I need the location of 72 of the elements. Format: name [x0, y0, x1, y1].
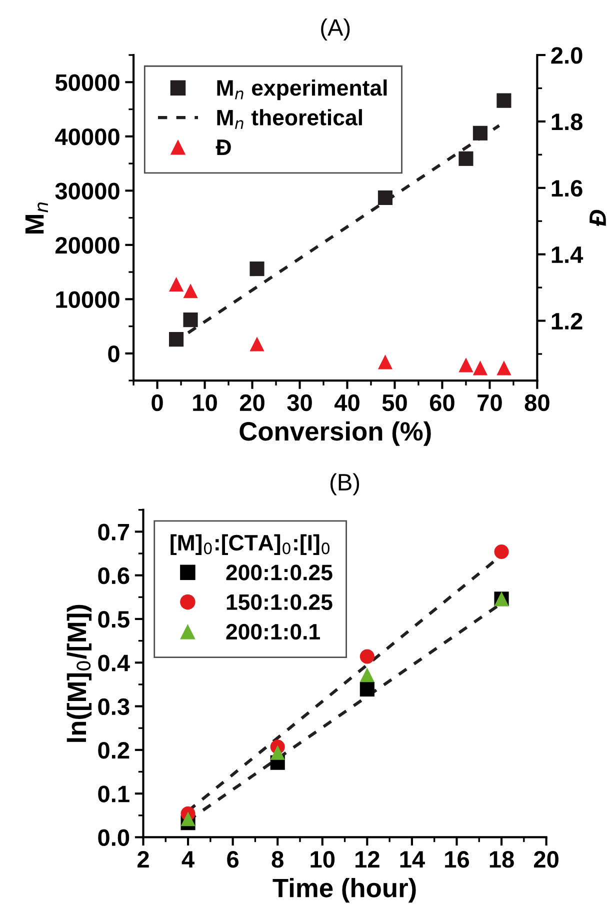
x-tick-label: 4: [182, 851, 194, 868]
y-tick-label: 20000: [56, 236, 120, 254]
legend-label: M$_{n}$ experimental: [217, 79, 387, 100]
x-tick-label: 20: [240, 394, 264, 412]
chart-title: (A): [321, 18, 350, 40]
x-tick-label: 30: [287, 394, 312, 412]
y2-tick-label: 2.0: [551, 47, 582, 64]
x-tick-label: 14: [400, 851, 425, 868]
legend-title: [M]$_{0}$:[CTA]$_{0}$:[I]$_{0}$: [170, 534, 330, 556]
x-tick-label: 8: [272, 851, 284, 868]
point: [168, 276, 184, 292]
y-tick-label: 10000: [56, 291, 120, 308]
point: [496, 360, 512, 376]
point: [378, 354, 393, 370]
x-tick-label: 10: [310, 851, 335, 868]
y-tick-label: 0.7: [98, 524, 130, 540]
x-tick-label: 70: [478, 394, 502, 412]
legend-label: 150:1:0.25: [226, 594, 332, 610]
y-tick-label: 0: [108, 345, 120, 362]
x-tick-label: 6: [227, 851, 239, 868]
x-tick-label: 16: [445, 851, 470, 868]
point: [250, 336, 264, 352]
y-axis-title: M$_{n}$: [25, 202, 48, 234]
point: [168, 332, 184, 347]
legend-label: 200:1:0.1: [226, 624, 320, 640]
x-tick-label: 40: [334, 394, 360, 412]
y2-tick-label: 1.2: [552, 312, 582, 330]
point: [360, 649, 374, 664]
point: [360, 682, 374, 697]
y-tick-label: 0.3: [98, 698, 130, 716]
x-tick-label: 18: [490, 851, 514, 868]
x-tick-label: 20: [534, 851, 558, 868]
y2-tick-label: 1.4: [552, 246, 584, 263]
y-tick-label: 0.5: [98, 611, 130, 628]
y-tick-label: 0.6: [98, 567, 130, 584]
point: [250, 262, 264, 276]
y-tick-label: 0.2: [98, 742, 130, 759]
legend-label: Đ: [216, 140, 231, 155]
x-tick-label: 50: [382, 394, 407, 412]
x-axis-title: Conversion (%): [240, 421, 431, 446]
point: [183, 312, 198, 328]
x-tick-label: 12: [356, 851, 380, 868]
point: [360, 668, 374, 682]
point: [496, 93, 512, 108]
y-tick-label: 0.4: [98, 654, 130, 672]
x-tick-label: 0: [152, 394, 163, 412]
legend-label: M$_{n}$ theoretical: [217, 109, 362, 129]
point: [270, 745, 285, 760]
y-tick-label: 0.0: [98, 829, 130, 846]
y2-tick-label: 1.8: [552, 114, 582, 130]
x-tick-label: 60: [430, 394, 454, 412]
x-tick-label: 2: [138, 851, 149, 868]
y-tick-label: 50000: [55, 74, 120, 91]
y2-axis-title: Đ: [590, 210, 606, 226]
legend-label: 200:1:0.25: [226, 564, 332, 580]
y-tick-label: 30000: [55, 182, 120, 200]
y-tick-label: 0.1: [98, 786, 130, 802]
point: [472, 360, 488, 376]
point: [458, 151, 474, 166]
point: [183, 284, 198, 298]
x-tick-label: 10: [193, 394, 217, 412]
x-tick-label: 80: [524, 394, 550, 412]
y-axis-title: ln([M]$_{0}$/[M]): [66, 604, 92, 742]
y-tick-label: 40000: [55, 128, 120, 146]
point: [458, 358, 474, 372]
chart-title: (B): [330, 473, 360, 496]
point: [180, 812, 196, 826]
point: [494, 544, 509, 560]
y2-tick-label: 1.6: [552, 180, 582, 197]
x-axis-title: Time (hour): [272, 878, 416, 903]
point: [378, 190, 393, 205]
point: [472, 126, 488, 140]
